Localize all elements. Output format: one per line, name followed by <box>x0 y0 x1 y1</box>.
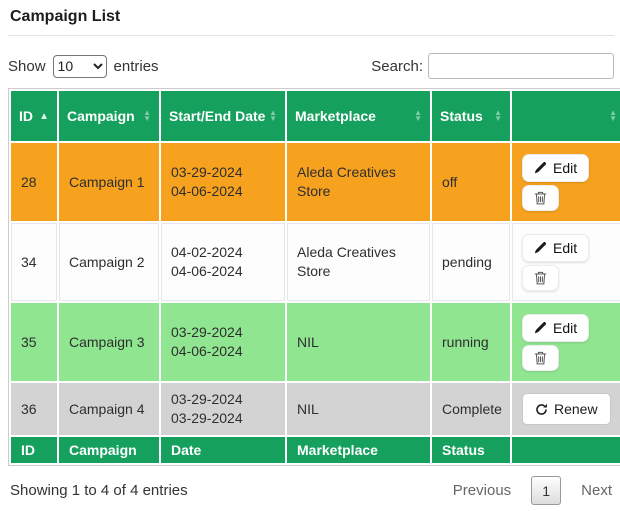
cell-actions: Renew <box>512 383 620 435</box>
edit-button[interactable]: Edit <box>522 233 590 262</box>
cell-status: Complete <box>432 383 510 435</box>
edit-button[interactable]: Edit <box>522 153 590 182</box>
header-marketplace[interactable]: Marketplace ▲ ▼ <box>287 91 430 141</box>
cell-marketplace: NIL <box>287 303 430 381</box>
cell-actions: Edit <box>512 143 620 221</box>
pagination-next[interactable]: Next <box>581 482 612 499</box>
entries-label: entries <box>113 57 159 75</box>
results-info: Showing 1 to 4 of 4 entries <box>10 482 188 499</box>
header-campaign[interactable]: Campaign ▲ ▼ <box>59 91 159 141</box>
pagination: Previous 1 Next <box>453 476 612 505</box>
cell-dates: 03-29-2024 03-29-2024 <box>161 383 285 435</box>
pencil-icon <box>534 242 546 254</box>
footer-header-actions <box>512 437 620 463</box>
cell-id: 35 <box>11 303 57 381</box>
pencil-icon <box>534 322 546 334</box>
trash-icon <box>534 271 547 284</box>
delete-button[interactable] <box>522 344 559 371</box>
delete-button[interactable] <box>522 184 559 211</box>
cell-actions: Edit <box>512 223 620 301</box>
cell-id: 34 <box>11 223 57 301</box>
renew-button[interactable]: Renew <box>522 393 611 425</box>
cell-marketplace: Aleda Creatives Store <box>287 223 430 301</box>
cell-dates: 03-29-2024 04-06-2024 <box>161 143 285 221</box>
cell-campaign: Campaign 4 <box>59 383 159 435</box>
sort-icon: ▲ ▼ <box>269 107 277 123</box>
sort-icon: ▲ ▼ <box>143 107 151 123</box>
sort-icon: ▲ ▼ <box>414 107 422 123</box>
trash-icon <box>534 191 547 204</box>
refresh-icon <box>536 403 547 415</box>
pagination-previous[interactable]: Previous <box>452 482 512 499</box>
cell-campaign: Campaign 1 <box>59 143 159 221</box>
edit-button[interactable]: Edit <box>522 313 590 342</box>
header-id[interactable]: ID ▲ <box>11 91 57 141</box>
table-footer-header-row: ID Campaign Date Marketplace Status <box>11 437 620 463</box>
cell-actions: Edit <box>512 303 620 381</box>
cell-id: 36 <box>11 383 57 435</box>
cell-campaign: Campaign 2 <box>59 223 159 301</box>
sort-icon: ▲ ▼ <box>609 107 617 123</box>
pagination-page-1[interactable]: 1 <box>531 476 562 505</box>
table-header-row: ID ▲ Campaign ▲ ▼ Start/End Date ▲ ▼ <box>11 91 620 141</box>
cell-dates: 03-29-2024 04-06-2024 <box>161 303 285 381</box>
search-input[interactable] <box>428 53 614 79</box>
footer-header-date: Date <box>161 437 285 463</box>
campaign-table: ID ▲ Campaign ▲ ▼ Start/End Date ▲ ▼ <box>8 88 620 466</box>
footer-header-status: Status <box>432 437 510 463</box>
page-length-select[interactable]: 10 <box>52 54 107 78</box>
cell-dates: 04-02-2024 04-06-2024 <box>161 223 285 301</box>
header-actions[interactable]: ▲ ▼ <box>512 91 620 141</box>
divider <box>8 35 614 36</box>
sort-icon: ▲ ▼ <box>494 107 502 123</box>
table-controls: Show 10 entries Search: <box>8 53 614 79</box>
delete-button[interactable] <box>522 264 559 291</box>
show-label: Show <box>8 57 46 75</box>
cell-status: off <box>432 143 510 221</box>
table-row: 28 Campaign 1 03-29-2024 04-06-2024 Aled… <box>11 143 620 221</box>
pencil-icon <box>534 162 546 174</box>
sort-ascending-icon: ▲ <box>39 110 49 122</box>
page-title: Campaign List <box>10 8 121 25</box>
footer-header-id: ID <box>11 437 57 463</box>
header-start-end-date[interactable]: Start/End Date ▲ ▼ <box>161 91 285 141</box>
cell-status: running <box>432 303 510 381</box>
search-label: Search: <box>371 57 423 75</box>
cell-marketplace: Aleda Creatives Store <box>287 143 430 221</box>
header-status[interactable]: Status ▲ ▼ <box>432 91 510 141</box>
table-row: 35 Campaign 3 03-29-2024 04-06-2024 NIL … <box>11 303 620 381</box>
cell-marketplace: NIL <box>287 383 430 435</box>
cell-status: pending <box>432 223 510 301</box>
cell-id: 28 <box>11 143 57 221</box>
table-row: 36 Campaign 4 03-29-2024 03-29-2024 NIL … <box>11 383 620 435</box>
trash-icon <box>534 351 547 364</box>
footer-header-campaign: Campaign <box>59 437 159 463</box>
cell-campaign: Campaign 3 <box>59 303 159 381</box>
table-row: 34 Campaign 2 04-02-2024 04-06-2024 Aled… <box>11 223 620 301</box>
show-entries-control: Show 10 entries <box>8 54 159 78</box>
footer-header-marketplace: Marketplace <box>287 437 430 463</box>
table-info-bar: Showing 1 to 4 of 4 entries Previous 1 N… <box>8 476 614 505</box>
search-control: Search: <box>371 53 614 79</box>
